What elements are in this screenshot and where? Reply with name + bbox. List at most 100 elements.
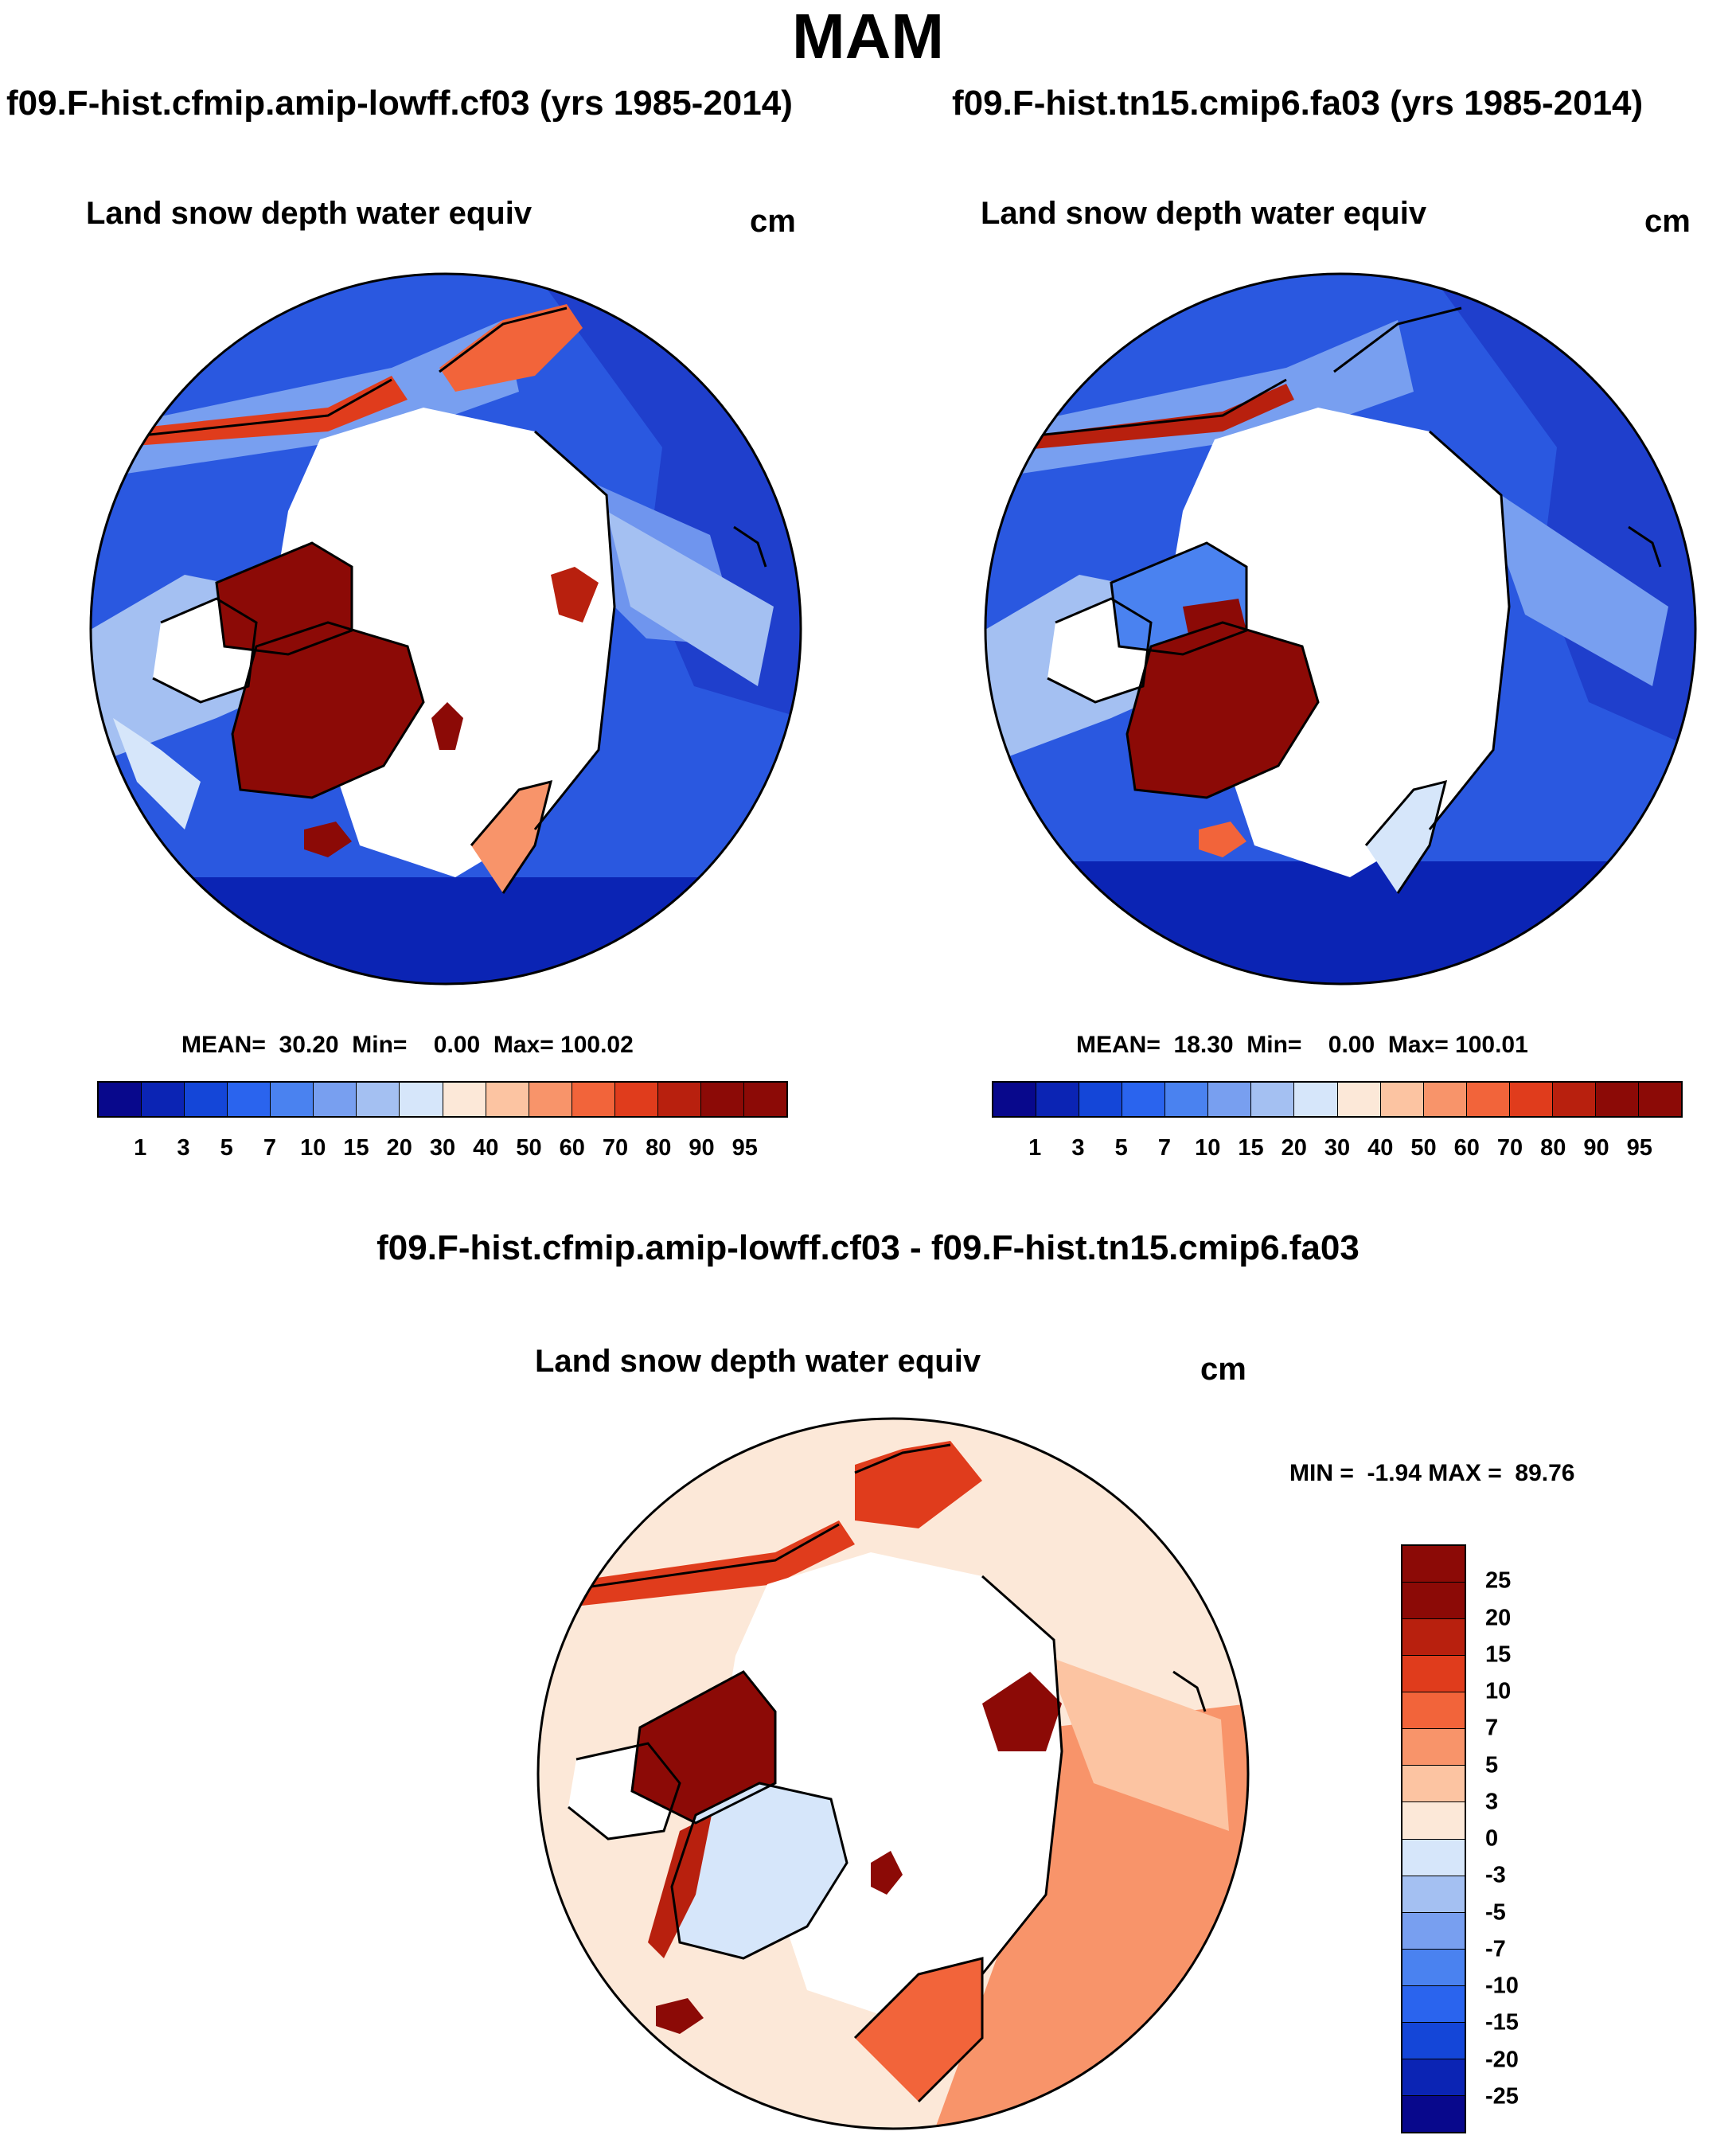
right-colorbar-labels: 1 3 5 7 10 15 20 30 40 50 60 70 80 90 95 <box>992 1135 1683 1162</box>
left-colorbar <box>97 1081 788 1118</box>
left-colorbar-box <box>400 1083 443 1116</box>
left-colorbar-labels: 1 3 5 7 10 15 20 30 40 50 60 70 80 90 95 <box>97 1135 788 1162</box>
diff-scandinavia-orange <box>855 1958 982 2102</box>
diff-colorbar-box <box>1402 1949 1465 1986</box>
right-eurasia-light-band <box>1477 479 1668 686</box>
right-colorbar-label: 70 <box>1496 1135 1523 1161</box>
right-colorbar-label: 1 <box>1028 1135 1042 1161</box>
right-colorbar-label: 15 <box>1238 1135 1264 1161</box>
diff-greenland-red-edge <box>648 1815 712 1958</box>
diff-colorbar-box <box>1402 1729 1465 1766</box>
right-colorbar-box <box>1294 1083 1338 1116</box>
diff-polar-map <box>536 1417 1250 2130</box>
diff-colorbar-label: 20 <box>1485 1605 1512 1630</box>
diff-colorbar-label: -10 <box>1485 1973 1519 1999</box>
right-colorbar-label: 60 <box>1453 1135 1480 1161</box>
left-colorbar-label: 90 <box>689 1135 715 1161</box>
left-polar-map <box>89 272 802 986</box>
diff-colorbar-box <box>1402 2095 1465 2132</box>
diff-colorbar-box <box>1402 1876 1465 1913</box>
diff-colorbar-label: -5 <box>1485 1899 1506 1925</box>
diff-colorbar-label: 3 <box>1485 1789 1499 1815</box>
left-colorbar-label: 70 <box>602 1135 629 1161</box>
right-colorbar-box <box>1638 1083 1681 1116</box>
diff-nz-red <box>982 1672 1062 1751</box>
diff-colorbar-label: -25 <box>1485 2083 1519 2110</box>
left-svalbard <box>431 702 463 750</box>
left-colorbar-label: 7 <box>263 1135 277 1161</box>
right-colorbar-box <box>1208 1083 1252 1116</box>
right-coastlines <box>999 306 1662 894</box>
left-colorbar-box <box>142 1083 185 1116</box>
left-colorbar-label: 20 <box>386 1135 412 1161</box>
right-colorbar-box <box>1337 1083 1381 1116</box>
diff-variable-title: Land snow depth water equiv <box>535 1344 981 1379</box>
left-stats-line: MEAN= 30.20 Min= 0.00 Max= 100.02 <box>181 1032 634 1058</box>
diff-svalbard <box>871 1851 903 1895</box>
diff-iceland <box>656 1998 704 2034</box>
right-variable-title: Land snow depth water equiv <box>981 196 1427 231</box>
left-colorbar-label: 5 <box>220 1135 233 1161</box>
diff-canadian-archipelago <box>632 1672 775 1823</box>
diff-colorbar-box <box>1402 1546 1465 1583</box>
diff-colorbar-box <box>1402 1619 1465 1657</box>
diff-colorbar-label: -3 <box>1485 1862 1506 1888</box>
right-colorbar-label: 5 <box>1114 1135 1128 1161</box>
left-iceland <box>304 822 352 857</box>
right-colorbar-label: 3 <box>1071 1135 1085 1161</box>
diff-colorbar-box <box>1402 1839 1465 1876</box>
diff-chukotka-red <box>855 1441 982 1528</box>
right-colorbar-label: 40 <box>1367 1135 1394 1161</box>
diff-colorbar-box <box>1402 1802 1465 1840</box>
diff-colorbar-box <box>1402 1583 1465 1620</box>
diff-colorbar-label: 15 <box>1485 1641 1512 1668</box>
diff-colorbar-box <box>1402 1656 1465 1693</box>
right-colorbar-box <box>1595 1083 1639 1116</box>
diff-alaska-red-coast <box>552 1520 855 1608</box>
left-colorbar-box <box>443 1083 486 1116</box>
left-coastlines <box>104 306 767 894</box>
left-colorbar-label: 3 <box>177 1135 190 1161</box>
left-nz-red <box>551 567 599 623</box>
right-units-label: cm <box>1644 204 1691 239</box>
left-colorbar-box <box>529 1083 572 1116</box>
right-colorbar-label: 10 <box>1195 1135 1221 1161</box>
right-colorbar-label: 20 <box>1281 1135 1307 1161</box>
left-colorbar-label: 30 <box>429 1135 456 1161</box>
diff-stats-line: MIN = -1.94 MAX = 89.76 <box>1289 1460 1575 1486</box>
right-colorbar-label: 30 <box>1324 1135 1351 1161</box>
diff-colorbar-box <box>1402 2022 1465 2059</box>
left-colorbar-label: 50 <box>516 1135 542 1161</box>
right-colorbar-label: 80 <box>1540 1135 1566 1161</box>
diff-colorbar-box <box>1402 1766 1465 1803</box>
left-colorbar-box <box>228 1083 271 1116</box>
right-colorbar <box>992 1081 1683 1118</box>
left-greenland <box>232 623 423 798</box>
left-case-title: f09.F-hist.cfmip.amip-lowff.cf03 (yrs 19… <box>6 84 793 123</box>
left-alaska-red-coast <box>105 376 408 447</box>
diff-colorbar-label: -15 <box>1485 2009 1519 2036</box>
left-chukotka-red <box>439 304 583 392</box>
left-colorbar-box <box>572 1083 615 1116</box>
right-colorbar-box <box>1552 1083 1596 1116</box>
left-colorbar-box <box>743 1083 786 1116</box>
left-outer-light-ring <box>113 718 201 829</box>
right-colorbar-box <box>1423 1083 1467 1116</box>
right-colorbar-box <box>1251 1083 1295 1116</box>
left-colorbar-box <box>657 1083 701 1116</box>
left-colorbar-label: 40 <box>473 1135 499 1161</box>
diff-colorbar-box <box>1402 2059 1465 2096</box>
left-scandinavia-red <box>471 782 551 893</box>
left-colorbar-label: 15 <box>343 1135 369 1161</box>
diff-colorbar <box>1401 1544 1466 2133</box>
left-units-label: cm <box>750 204 796 239</box>
right-colorbar-box <box>993 1083 1037 1116</box>
diff-colorbar-label: -20 <box>1485 2047 1519 2072</box>
right-greenland <box>1127 623 1318 798</box>
right-colorbar-label: 90 <box>1583 1135 1609 1161</box>
right-colorbar-box <box>1036 1083 1080 1116</box>
diff-colorbar-label: 0 <box>1485 1825 1499 1852</box>
diff-colorbar-box <box>1402 1692 1465 1730</box>
diff-colorbar-box <box>1402 1985 1465 2023</box>
diff-colorbar-label: 25 <box>1485 1567 1512 1594</box>
